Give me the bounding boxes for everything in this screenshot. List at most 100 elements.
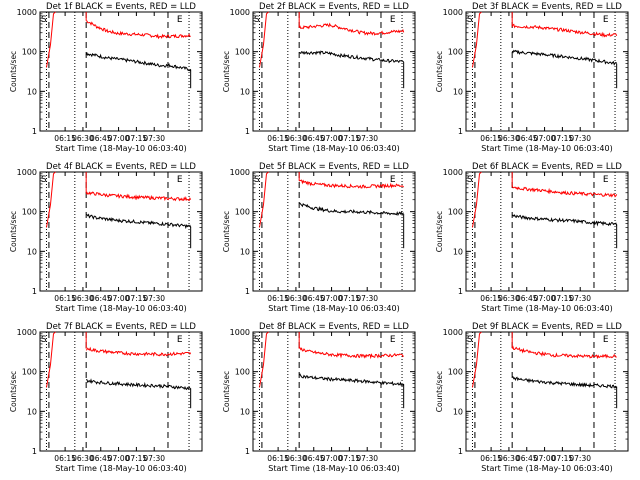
start-marker-label: S: [254, 175, 260, 185]
start-time-label: Start Time (18-May-10 06:03:40): [55, 304, 186, 313]
x-tick-label: 07:15: [339, 134, 361, 143]
x-tick-label: 07:15: [552, 134, 574, 143]
x-tick-label: 07:15: [339, 454, 361, 463]
x-tick-label: 06:45: [90, 454, 112, 463]
y-tick-label: 1: [32, 447, 37, 456]
x-tick-label: 06:15: [480, 294, 502, 303]
y-tick-label: 10: [240, 87, 250, 96]
events-series-line: [86, 213, 192, 230]
y-tick-label: 100: [448, 48, 463, 57]
lld-series-line: [299, 179, 405, 190]
x-tick-label: 06:45: [516, 294, 538, 303]
y-tick-label: 1: [245, 447, 250, 456]
plot-frame: [39, 331, 203, 452]
x-tick-label: 07:15: [126, 454, 148, 463]
plot-frame: [465, 11, 629, 132]
events-series-line: [85, 51, 192, 72]
plot-frame: [39, 11, 203, 132]
y-tick-label: 1: [32, 127, 37, 136]
x-tick-label: 07:30: [356, 134, 378, 143]
start-marker-label: S: [41, 335, 47, 345]
x-tick-label: 07:00: [108, 134, 130, 143]
y-axis-label: Counts/sec: [435, 211, 444, 252]
y-axis-label: Counts/sec: [222, 371, 231, 412]
panel-title: Det 8f BLACK = Events, RED = LLD: [259, 322, 409, 332]
x-tick-label: 06:45: [90, 134, 112, 143]
detector-panel: Det 2f BLACK = Events, RED = LLD 1 10 100 10…: [222, 2, 416, 153]
lld-series-line: [86, 20, 191, 40]
y-tick-label: 100: [22, 208, 37, 217]
x-tick-label: 06:30: [285, 294, 307, 303]
start-time-label: Start Time (18-May-10 06:03:40): [55, 144, 186, 153]
y-tick-label: 1000: [17, 8, 37, 17]
lld-spike: [258, 171, 269, 228]
y-tick-label: 1: [458, 447, 463, 456]
start-marker-label: S: [41, 15, 47, 25]
y-tick-label: 1000: [443, 8, 463, 17]
plot-frame: [39, 171, 203, 292]
start-marker-label: S: [254, 15, 260, 25]
x-tick-label: 06:30: [285, 454, 307, 463]
start-marker-label: S: [41, 175, 47, 185]
start-time-label: Start Time (18-May-10 06:03:40): [268, 304, 399, 313]
x-tick-label: 07:30: [356, 294, 378, 303]
start-marker-label: S: [467, 15, 473, 25]
detector-panel: Det 5f BLACK = Events, RED = LLD 1 10 100 10…: [222, 162, 416, 313]
y-tick-label: 100: [235, 368, 250, 377]
x-tick-label: 06:30: [498, 294, 520, 303]
end-marker-label: E: [390, 175, 396, 185]
x-tick-label: 06:15: [54, 134, 76, 143]
x-tick-label: 07:15: [126, 294, 148, 303]
x-tick-label: 06:15: [267, 134, 289, 143]
events-series-line: [512, 376, 618, 389]
panel-title: Det 2f BLACK = Events, RED = LLD: [259, 2, 409, 12]
x-tick-label: 07:00: [534, 134, 556, 143]
x-tick-label: 07:00: [108, 454, 130, 463]
events-series-line: [299, 202, 404, 217]
x-tick-label: 07:30: [143, 134, 165, 143]
plot-frame: [252, 331, 416, 452]
start-time-label: Start Time (18-May-10 06:03:40): [481, 144, 612, 153]
y-axis-label: Counts/sec: [9, 211, 18, 252]
x-tick-label: 06:15: [267, 454, 289, 463]
x-tick-label: 07:15: [552, 454, 574, 463]
lld-series-line: [511, 345, 617, 360]
x-tick-label: 06:45: [516, 454, 538, 463]
events-series-line: [86, 378, 192, 391]
panel-title: Det 6f BLACK = Events, RED = LLD: [472, 162, 622, 172]
y-tick-label: 10: [240, 247, 250, 256]
panel-title: Det 3f BLACK = Events, RED = LLD: [472, 2, 622, 12]
start-time-label: Start Time (18-May-10 06:03:40): [481, 464, 612, 473]
end-marker-label: E: [603, 335, 609, 345]
start-time-label: Start Time (18-May-10 06:03:40): [481, 304, 612, 313]
panel-title: Det 1f BLACK = Events, RED = LLD: [46, 2, 196, 12]
x-tick-label: 07:30: [569, 294, 591, 303]
y-axis-label: Counts/sec: [435, 51, 444, 92]
x-tick-label: 07:00: [534, 454, 556, 463]
y-tick-label: 100: [22, 48, 37, 57]
y-tick-label: 1: [245, 127, 250, 136]
x-tick-label: 06:30: [72, 134, 94, 143]
end-marker-label: E: [177, 15, 183, 25]
lld-spike: [471, 331, 482, 388]
lld-series-line: [511, 23, 618, 38]
lld-spike: [258, 11, 269, 68]
lld-spike: [471, 11, 482, 68]
x-tick-label: 07:15: [552, 294, 574, 303]
events-series-line: [298, 373, 405, 387]
y-tick-label: 100: [235, 208, 250, 217]
x-tick-label: 07:00: [321, 454, 343, 463]
end-marker-label: E: [603, 175, 609, 185]
y-tick-label: 1: [245, 287, 250, 296]
detector-panel: Det 6f BLACK = Events, RED = LLD 1 10 100 10…: [435, 162, 629, 313]
y-tick-label: 100: [22, 368, 37, 377]
detector-panel: Det 9f BLACK = Events, RED = LLD 1 10 100 10…: [435, 322, 629, 473]
end-marker-label: E: [177, 175, 183, 185]
detector-panel: Det 1f BLACK = Events, RED = LLD 1 10 100 10…: [9, 2, 203, 153]
y-tick-label: 10: [453, 87, 463, 96]
x-tick-label: 06:30: [72, 294, 94, 303]
panel-title: Det 9f BLACK = Events, RED = LLD: [472, 322, 622, 332]
y-tick-label: 1000: [230, 328, 250, 337]
x-tick-label: 07:30: [569, 134, 591, 143]
